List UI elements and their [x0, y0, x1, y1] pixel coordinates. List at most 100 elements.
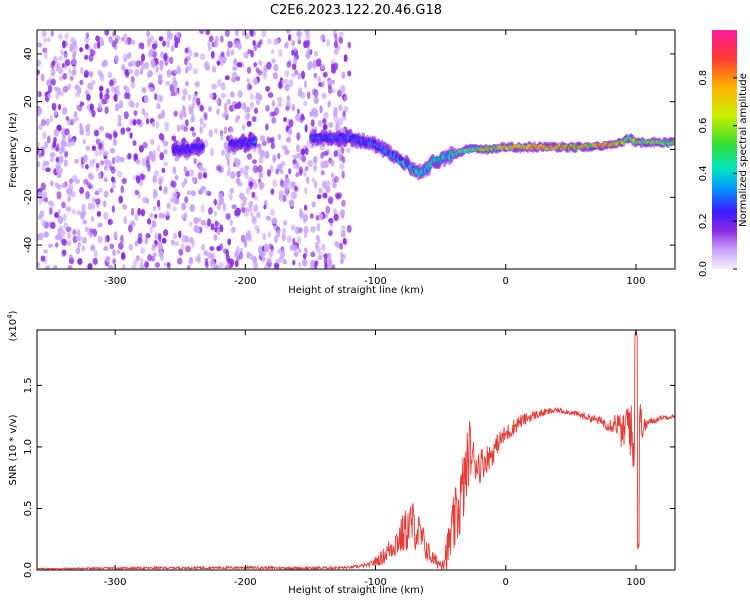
heatmap-cell: [318, 187, 323, 194]
heatmap-cell: [122, 203, 128, 210]
heatmap-cell: [194, 81, 200, 88]
heatmap-cell: [62, 85, 69, 93]
heatmap-cell: [128, 61, 133, 67]
heatmap-cell: [275, 168, 280, 175]
heatmap-cell: [152, 193, 157, 200]
heatmap-cell: [51, 60, 56, 66]
heatmap-cell: [333, 150, 338, 158]
heatmap-cell: [223, 108, 229, 117]
heatmap-cell: [116, 84, 120, 92]
heatmap-cell: [309, 111, 314, 117]
heatmap-cell: [166, 202, 171, 210]
heatmap-cell: [128, 68, 133, 74]
heatmap-cell: [109, 165, 114, 171]
colorbar-tick-label: 0.2: [698, 213, 709, 229]
heatmap-cell: [159, 152, 165, 161]
heatmap-cell: [156, 144, 161, 153]
heatmap-cell: [82, 138, 86, 145]
heatmap-cell: [155, 120, 160, 129]
heatmap-cell: [277, 248, 283, 255]
heatmap-cell: [165, 80, 171, 86]
heatmap-cell: [330, 63, 336, 70]
heatmap-cell: [218, 261, 224, 269]
heatmap-cell: [330, 67, 336, 74]
heatmap-cell: [191, 131, 197, 137]
heatmap-cell: [333, 176, 339, 184]
heatmap-cell: [107, 218, 112, 226]
heatmap-cell: [200, 219, 207, 226]
heatmap-cell: [291, 224, 296, 231]
heatmap-cell: [152, 243, 157, 249]
heatmap-cell: [163, 140, 169, 147]
heatmap-cell: [320, 64, 325, 70]
heatmap-cell: [218, 164, 222, 173]
heatmap-cell: [43, 51, 48, 60]
heatmap-cell: [77, 86, 82, 95]
heatmap-cell: [286, 136, 292, 143]
heatmap-cell: [145, 118, 150, 125]
heatmap-cell: [236, 62, 243, 68]
heatmap-cell: [303, 231, 308, 239]
heatmap-cell: [77, 258, 83, 265]
heatmap-cell: [269, 164, 274, 173]
heatmap-cell: [79, 67, 84, 75]
heatmap-cell: [81, 203, 86, 212]
heatmap-cell: [277, 101, 282, 108]
heatmap-cell: [264, 150, 270, 159]
heatmap-cell: [85, 145, 90, 151]
heatmap-cell: [149, 225, 153, 234]
heatmap-cell: [132, 119, 137, 126]
heatmap-cell: [71, 209, 77, 215]
heatmap-cell: [288, 119, 294, 128]
heatmap-cell: [292, 191, 297, 200]
heatmap-cell: [297, 236, 302, 245]
heatmap-cell: [285, 105, 290, 111]
heatmap-cell: [105, 255, 111, 263]
heatmap-cell: [110, 176, 115, 183]
heatmap-cell: [84, 37, 90, 43]
heatmap-cell: [97, 235, 103, 244]
chart-title: C2E6.2023.122.20.46.G18: [270, 3, 442, 18]
heatmap-cell: [252, 159, 258, 165]
heatmap-cell: [339, 163, 345, 171]
colorbar-tick-label: 0.4: [698, 165, 709, 181]
heatmap-cell: [123, 57, 128, 63]
snr-y-label: SNR (10 * v/v): [8, 414, 19, 485]
heatmap-cell: [60, 145, 65, 153]
heatmap-cell: [343, 94, 348, 102]
heatmap-cell: [213, 198, 218, 206]
heatmap-cell: [224, 75, 230, 81]
heatmap-cell: [163, 185, 168, 193]
heatmap-cell: [188, 107, 194, 115]
heatmap-cell: [341, 71, 346, 79]
heatmap-cell: [177, 257, 183, 265]
heatmap-cell: [144, 111, 149, 119]
heatmap-cell: [242, 199, 247, 206]
heatmap-cell: [115, 155, 121, 164]
heatmap-cell: [98, 85, 104, 92]
heatmap-cell: [271, 116, 277, 124]
heatmap-cell: [233, 58, 238, 66]
heatmap-cell: [184, 68, 189, 74]
heatmap-cell: [57, 215, 64, 224]
heatmap-cell: [251, 116, 257, 122]
heatmap-cell: [147, 254, 152, 262]
heatmap-cell: [37, 59, 42, 67]
heatmap-cell: [71, 59, 76, 65]
heatmap-cell: [61, 182, 67, 189]
heatmap-cell: [121, 177, 127, 185]
heatmap-cell: [38, 212, 43, 218]
heatmap-cell: [327, 87, 333, 94]
heatmap-cell: [172, 206, 177, 212]
heatmap-cell: [258, 172, 264, 179]
heatmap-cell: [84, 54, 89, 60]
heatmap-cell: [272, 179, 278, 188]
heatmap-cell: [130, 207, 135, 216]
heatmap-cell: [55, 165, 61, 174]
heatmap-cell: [62, 40, 66, 49]
heatmap-cell: [216, 245, 221, 252]
heatmap-cell: [291, 39, 296, 47]
heatmap-cell: [231, 204, 237, 210]
x-tick-label: 0: [503, 276, 509, 287]
heatmap-cell: [157, 74, 163, 81]
